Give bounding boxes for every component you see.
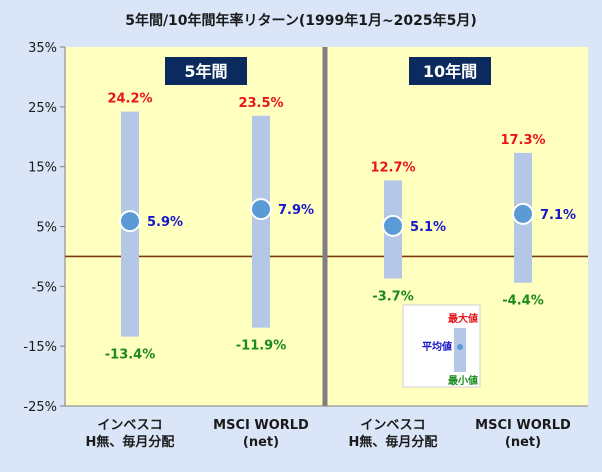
max-label: 23.5% — [238, 96, 283, 111]
category-label: MSCI WORLD — [475, 418, 571, 433]
avg-label: 5.9% — [147, 215, 183, 230]
max-label: 17.3% — [500, 133, 545, 148]
category-label: (net) — [505, 435, 541, 450]
chart-title: 5年間/10年間年率リターン(1999年1月~2025年5月) — [125, 12, 477, 29]
y-tick-label: 5% — [36, 221, 57, 236]
legend-min-label: 最小値 — [448, 374, 478, 387]
y-tick-label: 35% — [28, 41, 57, 56]
min-label: -3.7% — [372, 290, 413, 305]
legend-max-label: 最大値 — [448, 312, 478, 325]
y-tick-label: -15% — [23, 340, 57, 355]
legend-avg-point — [457, 344, 463, 350]
avg-label: 7.1% — [540, 208, 576, 223]
min-label: -4.4% — [502, 294, 543, 309]
legend-box — [402, 304, 481, 388]
panel-label-box — [165, 57, 247, 85]
avg-label: 7.9% — [278, 203, 314, 218]
legend-avg-label: 平均値 — [422, 340, 452, 353]
panel-label-box — [409, 57, 491, 85]
avg-label: 5.1% — [410, 220, 446, 235]
category-label: (net) — [243, 435, 279, 450]
max-label: 24.2% — [107, 92, 152, 107]
avg-point — [382, 214, 404, 237]
category-label: インベスコ — [97, 418, 162, 433]
panel-label: 5年間 — [184, 62, 227, 81]
min-label: -11.9% — [236, 339, 287, 354]
y-tick-label: -25% — [23, 400, 57, 415]
avg-point — [119, 210, 141, 233]
category-label: インベスコ — [360, 418, 425, 433]
y-tick-label: -5% — [32, 280, 57, 295]
category-label: H無、毎月分配 — [349, 434, 438, 450]
max-label: 12.7% — [370, 160, 415, 175]
y-tick-label: 15% — [28, 161, 57, 176]
avg-point — [512, 202, 534, 225]
range-bar — [252, 115, 270, 328]
category-label: MSCI WORLD — [213, 418, 309, 433]
avg-point — [250, 198, 272, 221]
min-label: -13.4% — [105, 348, 156, 363]
category-label: H無、毎月分配 — [86, 434, 175, 450]
y-tick-label: 25% — [28, 101, 57, 116]
panel-label: 10年間 — [423, 62, 477, 81]
